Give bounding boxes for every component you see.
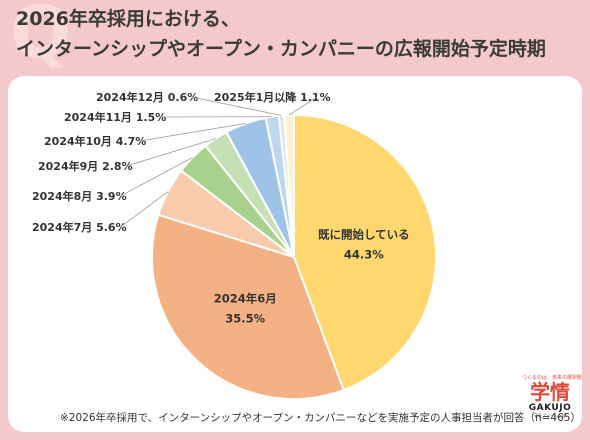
pie-slice-1 [151, 213, 346, 400]
decorative-q-mark: Q [10, 0, 72, 74]
slice-value-0: 44.3% [344, 247, 384, 261]
title-line-1: 2026年卒採用における、 [16, 8, 240, 30]
slice-label-5: 2024年10月 4.7% [44, 134, 146, 148]
slice-label-8: 2025年1月以降 1.1% [214, 90, 331, 104]
leader-line-5 [139, 123, 246, 142]
slice-label-1: 2024年6月 [214, 292, 277, 306]
slice-value-1: 35.5% [225, 312, 265, 326]
leader-line-3 [120, 157, 193, 197]
logo-foot: 東証プライム上場 [534, 413, 566, 418]
leader-line-7 [191, 96, 282, 116]
logo-tagline: つくるのは、未来の選択肢 [522, 375, 582, 381]
slice-label-4: 2024年9月 2.8% [38, 159, 133, 173]
leader-line-8 [288, 96, 318, 116]
slice-label-0: 既に開始している [318, 227, 410, 241]
gakujo-logo: つくるのは、未来の選択肢 学情 GAKUJO 東証プライム上場 [522, 374, 582, 419]
leader-line-4 [126, 138, 216, 167]
slice-label-6: 2024年11月 1.5% [64, 110, 166, 124]
title-line-2: インターンシップやオープン・カンパニーの広報開始予定時期 [16, 38, 546, 60]
slice-label-2: 2024年7月 5.6% [32, 220, 127, 234]
logo-mark: 学情 [530, 380, 570, 404]
slice-label-7: 2024年12月 0.6% [96, 90, 198, 104]
pie-slice-0 [293, 113, 437, 392]
footnote: ※2026年卒採用で、インターンシップやオープン・カンパニーなどを実施予定の人事… [60, 412, 581, 424]
title-block: Q 2026年卒採用における、 インターンシップやオープン・カンパニーの広報開始… [10, 0, 586, 74]
logo-sub: GAKUJO [528, 403, 572, 413]
leader-line-2 [120, 191, 169, 228]
slice-label-3: 2024年8月 3.9% [32, 189, 127, 203]
